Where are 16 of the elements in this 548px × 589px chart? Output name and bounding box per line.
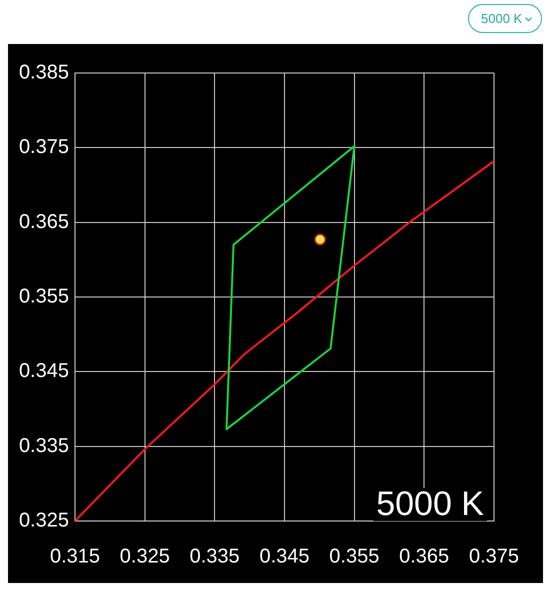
y-tick-label: 0.325 [18, 510, 69, 532]
y-tick-label: 0.365 [18, 210, 69, 233]
annotation: 5000 K [376, 485, 484, 523]
x-tick-label: 0.325 [120, 546, 170, 568]
x-tick-label: 0.345 [259, 546, 310, 568]
x-tick-label: 0.375 [468, 546, 520, 568]
x-tick-label: 0.315 [50, 546, 100, 568]
y-tick-label: 0.375 [18, 136, 69, 158]
x-tick-label: 0.335 [190, 546, 240, 568]
y-tick-label: 0.385 [18, 62, 69, 84]
x-tick-label: 0.355 [329, 546, 380, 568]
y-tick-label: 0.335 [18, 434, 69, 457]
y-tick-label: 0.345 [18, 360, 69, 382]
x-tick-label: 0.365 [399, 546, 450, 568]
y-tick-label: 0.355 [18, 286, 69, 308]
chart-title: 5000 K [468, 4, 542, 33]
